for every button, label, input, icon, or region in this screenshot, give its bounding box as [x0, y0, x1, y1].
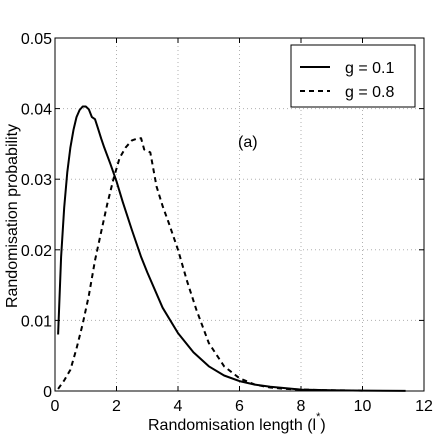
x-tick-label: 12 — [415, 398, 433, 415]
x-axis-title: Randomisation length (l*) — [148, 411, 326, 434]
x-tick-label: 2 — [112, 398, 121, 415]
legend-label-series-2: g = 0.8 — [345, 84, 394, 101]
y-tick-label: 0.02 — [21, 243, 52, 260]
series-line-1 — [57, 105, 406, 392]
panel-annotation: (a) — [238, 134, 258, 151]
x-axis-title-superscript: * — [316, 411, 321, 423]
ticks: 0 2 4 6 8 10 12 0 0.01 0.02 0.03 0.04 0.05 — [21, 31, 433, 415]
legend-box — [290, 44, 416, 108]
y-tick-label: 0.05 — [21, 31, 52, 48]
y-tick-label: 0 — [43, 384, 52, 401]
x-tick-label: 0 — [51, 398, 60, 415]
grid — [55, 38, 424, 391]
y-axis-title: Randomisation probability — [4, 124, 21, 308]
x-tick-label: 8 — [297, 398, 306, 415]
x-tick-label: 6 — [235, 398, 244, 415]
y-tick-label: 0.03 — [21, 172, 52, 189]
legend-label-series-1: g = 0.1 — [345, 60, 394, 77]
x-axis-title-main: Randomisation length (l — [148, 417, 316, 434]
legend: g = 0.1 g = 0.8 — [290, 44, 416, 108]
x-tick-label: 10 — [354, 398, 372, 415]
y-tick-label: 0.04 — [21, 102, 52, 119]
series-layer — [57, 105, 406, 392]
y-tick-label: 0.01 — [21, 313, 52, 330]
x-axis-title-close: ) — [320, 417, 325, 434]
x-tick-label: 4 — [174, 398, 183, 415]
series-line-2 — [57, 137, 363, 392]
